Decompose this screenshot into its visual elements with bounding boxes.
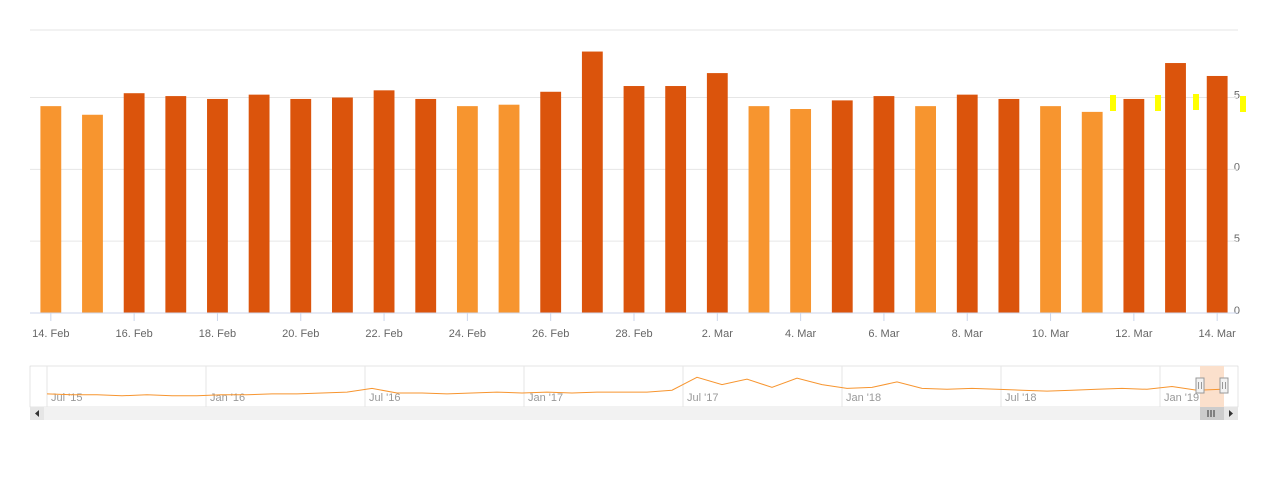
x-tick-label: 10. Mar: [1032, 328, 1070, 340]
y-tick-label: 0: [1234, 161, 1240, 173]
arrow: [35, 410, 39, 417]
y-tick-label: 0: [1234, 305, 1240, 317]
bar: [540, 91, 562, 313]
bar: [332, 97, 353, 314]
x-tick-label: 24. Feb: [449, 328, 486, 340]
navigator-label: Jan '16: [210, 392, 245, 404]
navigator-label: Jul '16: [369, 392, 400, 404]
scrollbar-track[interactable]: [30, 407, 1238, 420]
bar: [1040, 106, 1061, 313]
navigator-label: Jan '18: [846, 392, 881, 404]
navigator-handle[interactable]: [1219, 377, 1229, 394]
bar: [82, 114, 103, 313]
navigator-label: Jan '19: [1164, 392, 1199, 404]
y-tick-label: 5: [1234, 233, 1240, 245]
bar: [207, 98, 228, 313]
bar: [373, 90, 395, 313]
navigator-label: Jan '17: [528, 392, 563, 404]
bar: [623, 86, 645, 313]
bar: [956, 94, 978, 313]
bar: [1123, 98, 1145, 313]
bar: [165, 96, 187, 314]
bar: [873, 96, 895, 314]
bar: [665, 86, 687, 313]
navigator-handle[interactable]: [1195, 377, 1205, 394]
flag: [1110, 95, 1116, 111]
thumb-grip: [1207, 410, 1215, 417]
scrollbar-thumb[interactable]: [1200, 407, 1224, 420]
x-tick-label: 16. Feb: [115, 328, 152, 340]
x-tick-label: 14. Mar: [1199, 328, 1237, 340]
x-tick-label: 8. Mar: [952, 328, 984, 340]
plot: 0 5 0 5 14. Feb 16. Feb 18. Feb 20. Feb 22. Feb 2…: [30, 51, 1240, 340]
navigator-line: [46, 376, 1223, 397]
navigator: Jul '15 Jan '16 Jul '16 Jan '17 Jul '17 Jan '…: [29, 365, 1239, 420]
bar: [1206, 75, 1228, 313]
x-tick-label: 12. Mar: [1115, 328, 1153, 340]
bar: [1081, 111, 1103, 314]
x-tick-label: 4. Mar: [785, 328, 817, 340]
navigator-label: Jul '18: [1005, 392, 1036, 404]
flag: [1193, 94, 1199, 110]
bar: [40, 106, 62, 313]
x-tick-label: 18. Feb: [199, 328, 236, 340]
bar: [248, 94, 270, 313]
y-tick-label: 5: [1234, 89, 1240, 101]
flag: [1155, 95, 1161, 111]
x-tick-label: 26. Feb: [532, 328, 569, 340]
navigator-frame: [29, 365, 1239, 408]
flags: [1110, 94, 1246, 112]
bar: [581, 51, 603, 314]
handle-grip: [1198, 382, 1202, 389]
arrow: [1229, 410, 1233, 417]
x-tick-label: 2. Mar: [702, 328, 734, 340]
bar: [123, 93, 145, 313]
bar: [831, 100, 853, 313]
bar: [790, 109, 812, 313]
bar: [706, 73, 728, 314]
bar: [915, 106, 936, 313]
x-tick-label: 14. Feb: [32, 328, 69, 340]
x-tick-label: 20. Feb: [282, 328, 319, 340]
bar: [748, 106, 770, 313]
bar: [498, 104, 520, 314]
x-tick-label: 28. Feb: [615, 328, 652, 340]
navigator-label: Jul '17: [687, 392, 718, 404]
flag: [1240, 96, 1246, 112]
bar: [456, 106, 478, 313]
bar: [998, 98, 1020, 313]
navigator-label: Jul '15: [51, 392, 82, 404]
bar: [415, 98, 437, 313]
bar: [290, 98, 312, 313]
x-tick-label: 22. Feb: [365, 328, 402, 340]
x-tick-label: 6. Mar: [868, 328, 900, 340]
bar: [1165, 63, 1186, 314]
handle-grip: [1222, 382, 1226, 389]
